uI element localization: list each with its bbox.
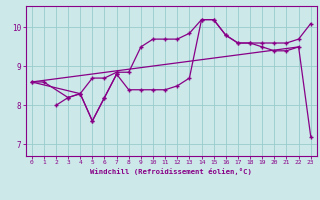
X-axis label: Windchill (Refroidissement éolien,°C): Windchill (Refroidissement éolien,°C): [90, 168, 252, 175]
